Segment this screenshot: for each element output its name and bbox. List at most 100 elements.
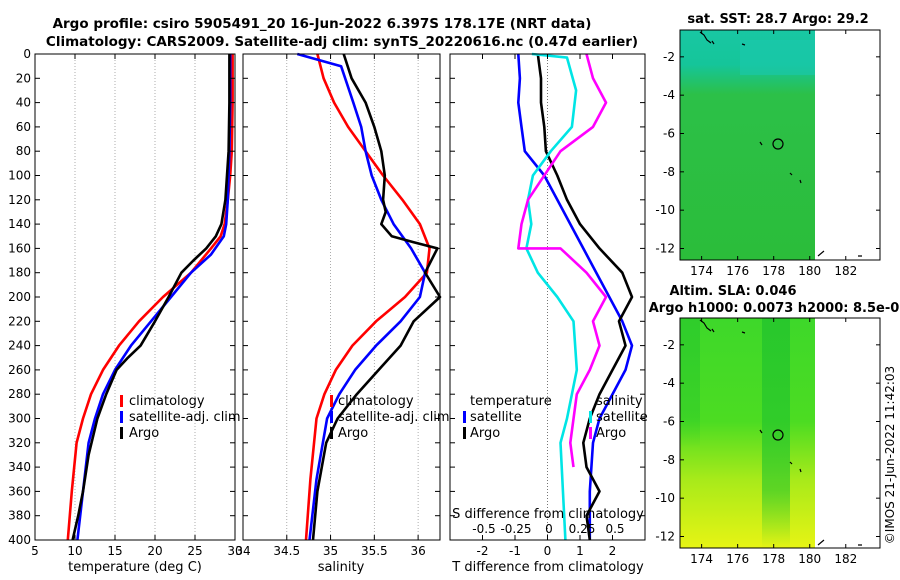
argo-location-marker bbox=[772, 429, 784, 441]
legend-label-s-satellite: satellite bbox=[596, 410, 648, 425]
legend-swatch-s-argo bbox=[589, 427, 592, 439]
legend-swatch-s-satellite bbox=[589, 411, 592, 423]
depth-tick-label: 260 bbox=[8, 363, 31, 377]
sla-low-band bbox=[762, 318, 790, 548]
argo-location-marker bbox=[772, 138, 784, 150]
sst-map: sat. SST: 28.7 Argo: 29.2 174 176 178 180 18… bbox=[655, 12, 881, 278]
legend-label-climatology: climatology bbox=[129, 394, 205, 409]
depth-tick-label: 160 bbox=[8, 241, 31, 255]
lat-tick-label: -10 bbox=[655, 491, 675, 505]
x-tick-label: -2 bbox=[477, 544, 489, 558]
series-line-argo bbox=[311, 53, 442, 541]
series-line-satellite-adj-clim bbox=[296, 52, 427, 541]
salinity-legend: climatology satellite-adj. clim Argo bbox=[330, 394, 450, 441]
figure-title-line1: Argo profile: csiro 5905491_20 16-Jun-20… bbox=[53, 16, 592, 32]
lon-tick-label: 182 bbox=[834, 552, 857, 566]
x-tick-label: 25 bbox=[187, 544, 202, 558]
legend-swatch-t-argo bbox=[463, 427, 466, 439]
legend-swatch-climatology bbox=[120, 395, 123, 407]
depth-tick-labels: 0 20 40 60 80 100 120 140 160 180 200 220 240 260 280 3… bbox=[8, 47, 31, 547]
series-line-t-argo bbox=[536, 53, 634, 541]
legend-label-argo: Argo bbox=[129, 426, 159, 441]
x-tick-label: 0 bbox=[544, 544, 552, 558]
sla-map: Altim. SLA: 0.046 Argo h1000: 0.0073 h20… bbox=[649, 284, 900, 566]
lon-tick-label: 180 bbox=[798, 264, 821, 278]
imos-timestamp: ©IMOS 21-Jun-2022 11:42:03 bbox=[883, 366, 897, 544]
x-tick-label: 10 bbox=[67, 544, 82, 558]
legend-label-satellite-adj: satellite-adj. clim bbox=[129, 410, 241, 425]
depth-tick-label: 300 bbox=[8, 412, 31, 426]
depth-tick-label: 60 bbox=[16, 120, 31, 134]
difference-legend-salinity: salinity satellite Argo bbox=[589, 394, 648, 441]
lon-tick-label: 178 bbox=[762, 552, 785, 566]
lon-tick-label: 178 bbox=[762, 264, 785, 278]
x-tick-label: 15 bbox=[107, 544, 122, 558]
s-difference-axis-label: S difference from climatology bbox=[452, 507, 644, 522]
sst-coastline bbox=[699, 31, 862, 257]
sla-map-subtitle: Argo h1000: 0.0073 h2000: 8.5e-0 bbox=[649, 301, 900, 316]
sla-coastline bbox=[699, 319, 862, 546]
legend-swatch-satellite-adj bbox=[330, 411, 333, 423]
legend-swatch-t-satellite bbox=[463, 411, 466, 423]
lon-tick-label: 174 bbox=[690, 552, 713, 566]
legend-swatch-argo bbox=[330, 427, 333, 439]
lon-tick-label: 182 bbox=[834, 264, 857, 278]
legend-label-climatology: climatology bbox=[338, 394, 414, 409]
x-tick-label: 36 bbox=[410, 544, 425, 558]
depth-tick-label: 100 bbox=[8, 169, 31, 183]
depth-tick-label: 200 bbox=[8, 290, 31, 304]
sst-map-frame bbox=[679, 29, 881, 261]
lon-tick-label: 180 bbox=[798, 552, 821, 566]
lat-tick-label: -6 bbox=[663, 127, 675, 141]
x-tick-label: 35 bbox=[323, 544, 338, 558]
sla-field bbox=[680, 318, 815, 548]
lat-tick-label: -4 bbox=[663, 88, 675, 102]
series-line-s-argo bbox=[516, 53, 608, 468]
s-difference-tick-labels: -0.5 -0.25 0 0.25 0.5 bbox=[472, 522, 624, 536]
depth-tick-label: 180 bbox=[8, 266, 31, 280]
lat-tick-label: -2 bbox=[663, 50, 675, 64]
s-tick-label: 0.25 bbox=[569, 522, 596, 536]
legend-label-argo: Argo bbox=[338, 426, 368, 441]
lat-tick-label: -4 bbox=[663, 376, 675, 390]
x-tick-label: 34.5 bbox=[273, 544, 300, 558]
sla-map-axes: 174 176 178 180 182 -2 -4 -6 -8 -10 -12 bbox=[655, 318, 880, 566]
temperature-panel: 5 10 15 20 25 30 bbox=[31, 53, 243, 558]
x-tick-label: -1 bbox=[509, 544, 521, 558]
depth-tick-label: 320 bbox=[8, 436, 31, 450]
x-tick-label: 1 bbox=[576, 544, 584, 558]
legend-swatch-satellite-adj bbox=[120, 411, 123, 423]
salinity-panel: 34 34.5 35 35.5 36 bbox=[235, 52, 442, 558]
legend-label-s-argo: Argo bbox=[596, 426, 626, 441]
series-line-s-satellite bbox=[525, 52, 579, 541]
legend-title-salinity: salinity bbox=[596, 394, 643, 409]
plot-frame bbox=[242, 53, 441, 541]
sst-warm-patch bbox=[740, 40, 815, 75]
lon-tick-label: 174 bbox=[690, 264, 713, 278]
series-line-satellite-adj-clim bbox=[76, 54, 232, 541]
lat-tick-label: -6 bbox=[663, 415, 675, 429]
s-tick-label: 0.5 bbox=[605, 522, 624, 536]
x-tick-label: 35.5 bbox=[361, 544, 388, 558]
depth-tick-label: 80 bbox=[16, 144, 31, 158]
temperature-axis-label: temperature (deg C) bbox=[68, 560, 202, 575]
lon-tick-label: 176 bbox=[726, 264, 749, 278]
legend-label-t-satellite: satellite bbox=[470, 410, 522, 425]
depth-tick-label: 0 bbox=[23, 47, 31, 61]
s-tick-label: -0.25 bbox=[500, 522, 531, 536]
difference-legend-temperature: temperature satellite Argo bbox=[463, 394, 552, 441]
sst-map-title: sat. SST: 28.7 Argo: 29.2 bbox=[687, 12, 868, 27]
x-tick-label: 5 bbox=[31, 544, 39, 558]
series-line-t-satellite bbox=[516, 53, 634, 540]
temperature-legend: climatology satellite-adj. clim Argo bbox=[120, 394, 241, 441]
lat-tick-label: -12 bbox=[655, 242, 675, 256]
figure-title-line2: Climatology: CARS2009. Satellite-adj cli… bbox=[46, 34, 638, 50]
x-tick-label: 30 bbox=[227, 544, 242, 558]
depth-tick-label: 280 bbox=[8, 387, 31, 401]
series-line-climatology bbox=[304, 53, 431, 541]
lat-tick-label: -8 bbox=[663, 165, 675, 179]
legend-label-t-argo: Argo bbox=[470, 426, 500, 441]
difference-panel: -2 -1 0 1 2 bbox=[449, 52, 646, 558]
depth-tick-label: 340 bbox=[8, 460, 31, 474]
